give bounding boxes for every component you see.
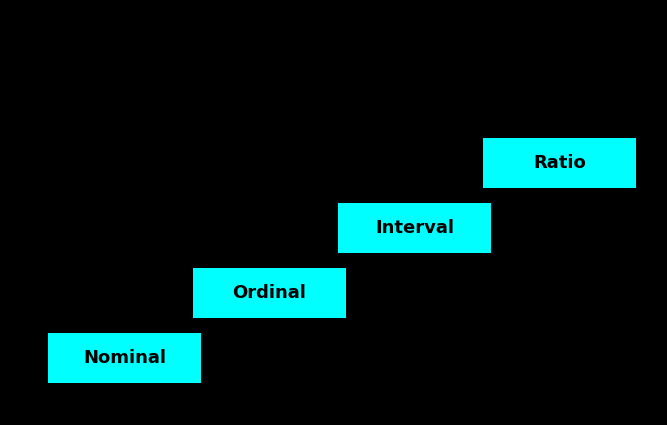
- Text: Ratio: Ratio: [533, 154, 586, 172]
- Bar: [338, 203, 491, 253]
- Bar: [48, 333, 201, 383]
- Text: Nominal: Nominal: [83, 349, 166, 367]
- Text: Ordinal: Ordinal: [233, 284, 306, 302]
- Text: Interval: Interval: [375, 219, 454, 237]
- Bar: [483, 138, 636, 188]
- Bar: [193, 268, 346, 318]
